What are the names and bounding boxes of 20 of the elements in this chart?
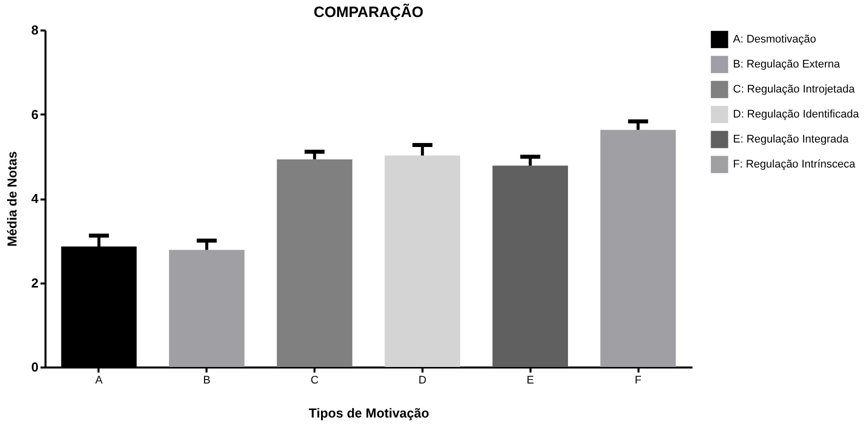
legend-label: E: Regulação Integrada <box>733 134 850 146</box>
x-tick-label: A <box>95 374 104 386</box>
legend-label: F: Regulação Intrínsceca <box>733 158 856 170</box>
x-tick-label: C <box>310 374 319 386</box>
legend-label: D: Regulação Identificada <box>733 108 860 120</box>
chart-title: COMPARAÇÃO <box>314 3 424 21</box>
x-tick-label: E <box>526 374 534 386</box>
y-tick-label: 0 <box>31 360 38 374</box>
legend-label: B: Regulação Externa <box>733 58 841 70</box>
y-tick-label: 8 <box>31 22 38 38</box>
legend-label: A: Desmotivação <box>733 34 816 46</box>
legend-label: C: Regulação Introjetada <box>733 84 856 96</box>
x-tick-label: F <box>634 374 642 386</box>
x-tick-label: B <box>203 374 210 386</box>
y-tick-label: 4 <box>31 191 40 206</box>
x-axis-title: Tipos de Motivação <box>308 406 430 420</box>
y-tick-label: 2 <box>31 275 38 290</box>
y-tick-label: 6 <box>31 106 38 122</box>
x-tick-label: D <box>418 374 426 386</box>
y-axis-title: Média de Notas <box>4 151 20 247</box>
